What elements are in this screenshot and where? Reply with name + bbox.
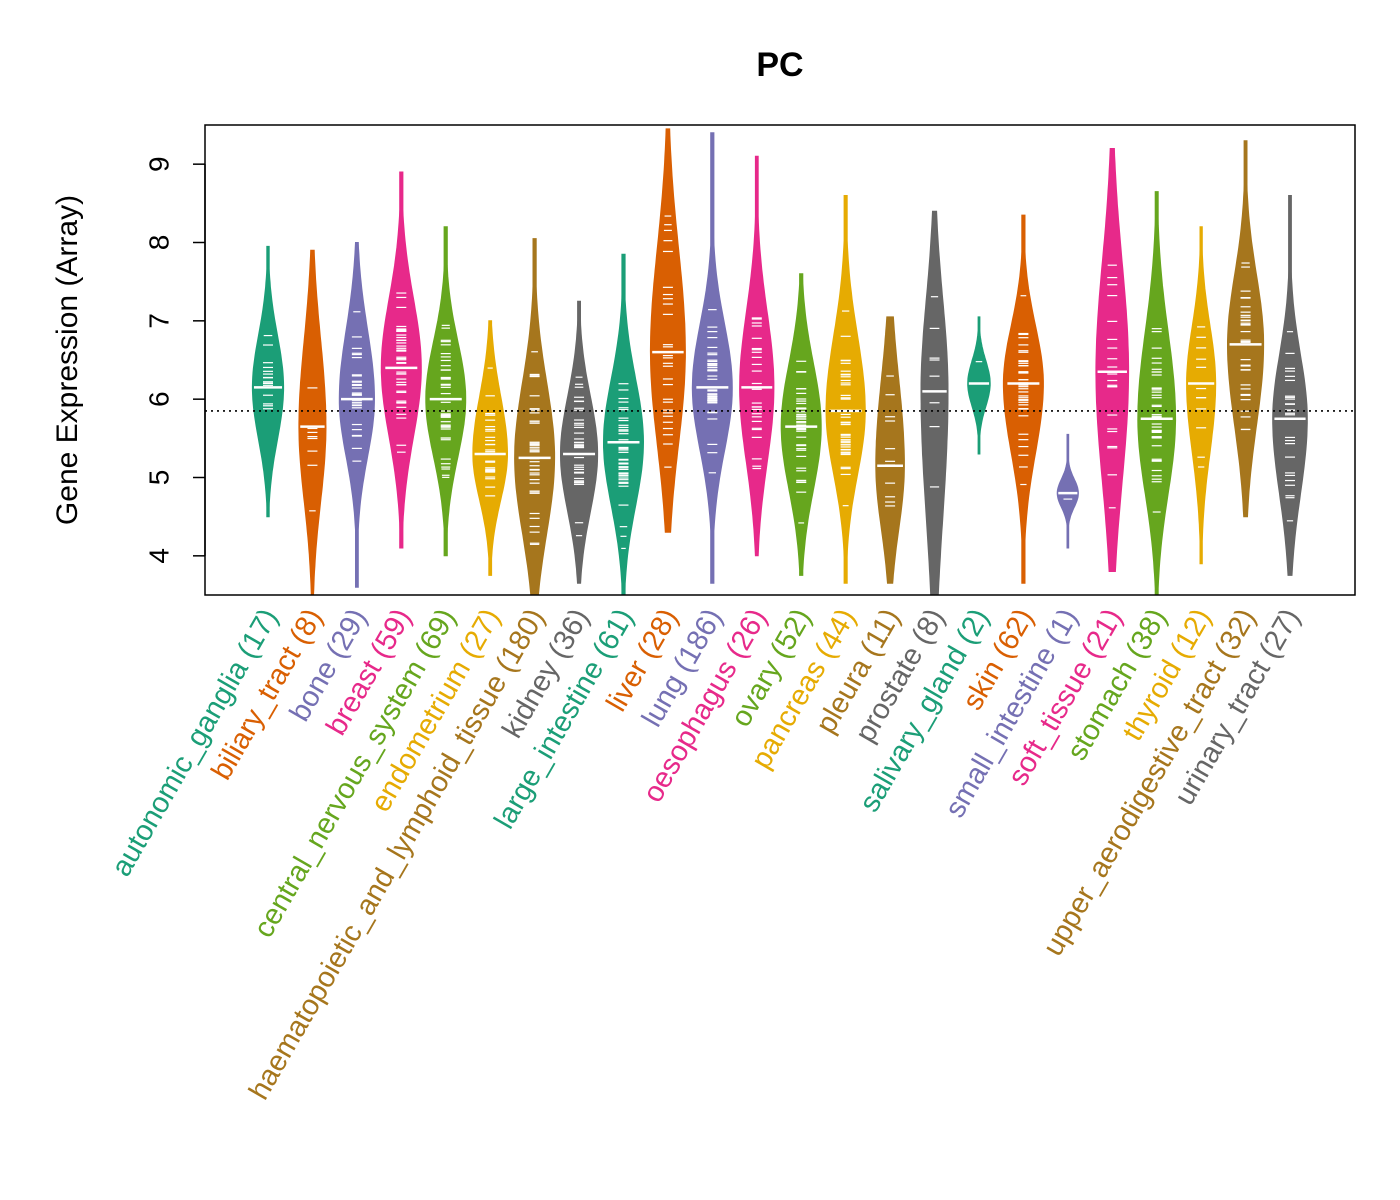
violin-breast [380,171,422,549]
violin-pleura [875,316,905,584]
violin-liver [649,128,686,533]
violin-stomach [1137,191,1177,595]
violin-body-small_intestine [1056,433,1079,549]
y-axis-label: Gene Expression (Array) [51,195,84,525]
y-axis: 4 5 6 7 8 9 [143,156,206,564]
violin-body-biliary_tract [298,249,327,595]
violin-body-haematopoietic_and_lymphoid_tissue [514,238,556,595]
violin-soft_tissue [1095,148,1130,572]
violin-upper_aerodigestive_tract [1227,140,1265,518]
plot-frame [204,124,1356,596]
violin-thyroid [1186,226,1217,565]
x-axis-labels: autonomic_ganglia (17)biliary_tract (8)b… [105,603,1306,1105]
violin-endometrium [472,320,508,576]
violin-body-thyroid [1186,226,1217,565]
violin-small_intestine [1056,433,1079,549]
y-tick-label: 9 [143,156,174,172]
violin-body-upper_aerodigestive_tract [1227,140,1265,518]
violin-body-salivary_gland [967,316,991,455]
y-tick-label: 4 [143,548,174,564]
violin-body-soft_tissue [1095,148,1130,572]
violin-body-endometrium [472,320,508,576]
violin-layer [251,128,1308,595]
violin-body-liver [649,128,686,533]
y-tick-label: 5 [143,470,174,486]
violin-body-large_intestine [603,253,645,595]
violin-body-oesophagus [739,155,775,557]
violin-body-stomach [1137,191,1177,595]
violin-body-pleura [875,316,905,584]
violin-body-bone [338,242,376,588]
violin-haematopoietic_and_lymphoid_tissue [514,238,556,595]
violin-oesophagus [739,155,775,557]
violin-urinary_tract [1272,195,1308,576]
violin-salivary_gland [967,316,991,455]
violin-body-central_nervous_system [425,226,467,557]
violin-autonomic_ganglia [251,245,285,518]
chart-title: PC [756,46,803,84]
y-tick-label: 6 [143,391,174,407]
violin-skin [1002,214,1044,584]
y-tick-label: 8 [143,235,174,251]
violin-central_nervous_system [425,226,467,557]
violin-body-pancreas [825,195,866,584]
violin-body-lung [691,132,733,584]
violin-ovary [780,273,822,576]
violin-bone [338,242,376,588]
y-tick-label: 7 [143,313,174,329]
violin-pancreas [825,195,866,584]
violin-prostate [920,210,949,595]
violin-large_intestine [603,253,645,595]
violin-kidney [560,300,599,584]
violin-body-urinary_tract [1272,195,1308,576]
violin-lung [691,132,733,584]
violin-biliary_tract [298,249,327,595]
